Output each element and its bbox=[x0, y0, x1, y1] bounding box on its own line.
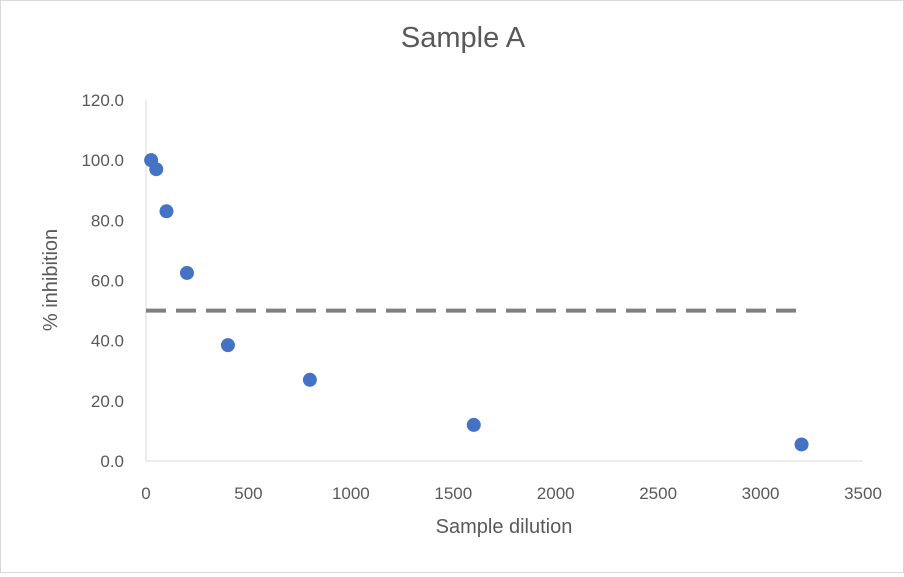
data-point bbox=[794, 437, 809, 452]
data-point bbox=[302, 372, 317, 387]
x-tick-label: 2000 bbox=[537, 484, 575, 503]
data-point bbox=[466, 417, 481, 432]
x-axis-label: Sample dilution bbox=[436, 516, 573, 538]
y-tick-label: 40.0 bbox=[91, 332, 124, 351]
x-axis-ticks: 0 500 1000 1500 2000 2500 3000 3500 bbox=[141, 484, 882, 503]
y-tick-label: 120.0 bbox=[81, 91, 124, 110]
y-tick-label: 100.0 bbox=[81, 151, 124, 170]
x-tick-label: 3500 bbox=[844, 484, 882, 503]
x-tick-label: 2500 bbox=[639, 484, 677, 503]
y-tick-label: 80.0 bbox=[91, 211, 124, 230]
x-tick-label: 0 bbox=[141, 484, 150, 503]
data-point bbox=[159, 204, 174, 219]
data-point bbox=[220, 338, 235, 353]
x-tick-label: 3000 bbox=[742, 484, 780, 503]
data-points bbox=[144, 153, 809, 452]
chart-title: Sample A bbox=[401, 22, 526, 54]
y-tick-label: 60.0 bbox=[91, 272, 124, 291]
y-tick-label: 20.0 bbox=[91, 392, 124, 411]
data-point bbox=[149, 162, 164, 177]
x-tick-label: 1500 bbox=[434, 484, 472, 503]
data-point bbox=[179, 265, 194, 280]
x-tick-label: 1000 bbox=[332, 484, 370, 503]
y-axis-label: % inhibition bbox=[40, 229, 62, 331]
x-tick-label: 500 bbox=[234, 484, 262, 503]
y-axis-ticks: 0.0 20.0 40.0 60.0 80.0 100.0 120.0 bbox=[81, 91, 124, 471]
y-tick-label: 0.0 bbox=[100, 452, 124, 471]
